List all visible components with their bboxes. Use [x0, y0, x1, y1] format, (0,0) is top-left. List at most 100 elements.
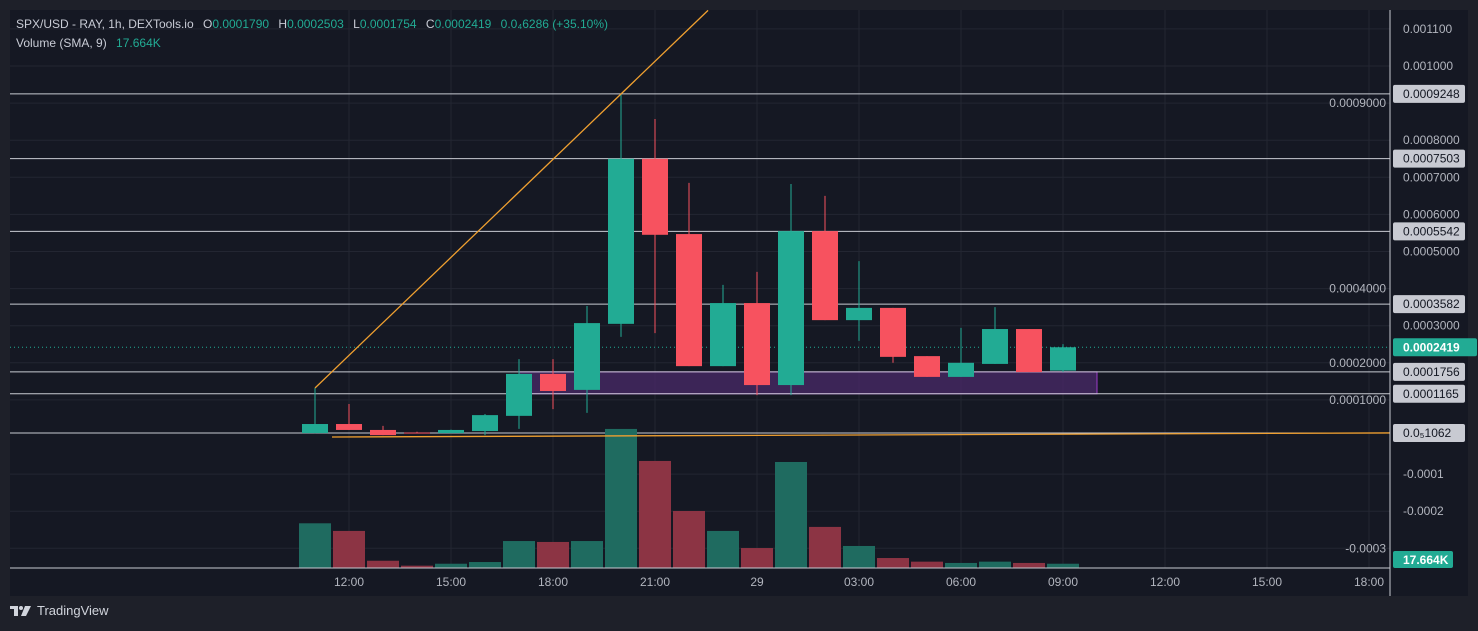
- volume-bar: [673, 510, 705, 568]
- candle-down: [880, 307, 906, 357]
- candle-down: [676, 234, 702, 367]
- price-tick-label: -0.0001: [1403, 467, 1444, 481]
- candle-up: [506, 373, 532, 416]
- price-tick-label: 0.0008000: [1403, 133, 1460, 147]
- level-price-label: 0.0005542: [1403, 224, 1460, 238]
- candle-up: [608, 158, 634, 324]
- close-value: 0.0002419: [434, 17, 492, 31]
- volume-bar: [333, 530, 365, 568]
- open-value: 0.0001790: [212, 17, 270, 31]
- time-tick-label: 09:00: [1048, 575, 1078, 589]
- volume-bar: [639, 460, 671, 568]
- level-price-tag: [1393, 295, 1465, 314]
- candle-up: [1050, 347, 1076, 371]
- time-tick-label: 18:00: [1354, 575, 1384, 589]
- level-price-tag: [1393, 84, 1465, 103]
- volume-bar: [435, 563, 467, 568]
- candle-down: [642, 158, 668, 235]
- candle-down: [914, 356, 940, 377]
- candle-down: [812, 231, 838, 321]
- volume-bar: [1013, 562, 1045, 568]
- volume-bar: [979, 561, 1011, 568]
- candle-down: [336, 424, 362, 430]
- level-price-label: 0.0₅1062: [1403, 426, 1452, 440]
- trendline: [331, 432, 1391, 438]
- time-tick-label: 12:00: [334, 575, 364, 589]
- price-tick-label: 0.0007000: [1403, 170, 1460, 184]
- chart-background: [10, 10, 1468, 596]
- candle-down: [744, 303, 770, 386]
- zone-rect: [518, 371, 1098, 395]
- price-axis[interactable]: 0.001100 0.001000 0.0009000 0.0008000 0.0007…: [1329, 22, 1477, 568]
- series-legend: SPX/USD - RAY, 1h, DEXTools.io O0.000179…: [16, 15, 608, 34]
- volume-bar: [299, 523, 331, 568]
- candle-up: [778, 231, 804, 386]
- volume-bars: [299, 428, 1079, 568]
- time-tick-label: 21:00: [640, 575, 670, 589]
- volume-bar: [707, 530, 739, 568]
- support-zone: [518, 371, 1098, 395]
- time-axis[interactable]: 12:00 15:00 18:00 21:00 29 03:00 06:00 09:00 12:…: [334, 575, 1384, 589]
- volume-bar: [877, 558, 909, 568]
- trendline: [314, 9, 709, 389]
- time-tick-label: 06:00: [946, 575, 976, 589]
- tradingview-logo-icon: [10, 605, 31, 616]
- open-label: O: [202, 17, 213, 31]
- level-price-tag: [1393, 424, 1465, 443]
- volume-sma-label: 17.664K: [1403, 553, 1449, 567]
- price-tick-label: 0.0004000: [1329, 282, 1386, 296]
- low-value: 0.0001754: [359, 17, 417, 31]
- volume-bar: [911, 561, 943, 568]
- symbol-title[interactable]: SPX/USD - RAY, 1h, DEXTools.io: [16, 17, 194, 31]
- price-tick-label: -0.0002: [1403, 504, 1444, 518]
- price-tick-label: 0.0005000: [1403, 245, 1460, 259]
- close-label: C: [425, 17, 435, 31]
- candle-up: [574, 323, 600, 390]
- candle-down: [404, 432, 430, 434]
- time-tick-label: 15:00: [436, 575, 466, 589]
- level-price-tag: [1393, 222, 1465, 241]
- level-price-label: 0.0001756: [1403, 365, 1460, 379]
- volume-bar: [843, 545, 875, 568]
- candle-up: [438, 429, 464, 434]
- price-tick-label: 0.0009000: [1329, 96, 1386, 110]
- price-tick-label: 0.0003000: [1403, 319, 1460, 333]
- level-price-label: 0.0003582: [1403, 297, 1460, 311]
- volume-bar: [571, 541, 603, 568]
- candle-up: [948, 362, 974, 377]
- time-tick-label: 12:00: [1150, 575, 1180, 589]
- volume-sma-tag: [1393, 551, 1453, 568]
- price-tick-label: 0.0001000: [1329, 393, 1386, 407]
- price-tick-label: 0.0002000: [1329, 356, 1386, 370]
- candle-up: [982, 329, 1008, 364]
- volume-bar: [503, 541, 535, 568]
- price-tick-label: 0.001100: [1403, 22, 1452, 36]
- level-price-label: 0.0001165: [1403, 387, 1459, 401]
- candle-up: [846, 307, 872, 321]
- time-tick-label: 15:00: [1252, 575, 1282, 589]
- price-tick-label: 0.001000: [1403, 59, 1453, 73]
- volume-value: 17.664K: [116, 36, 161, 50]
- tradingview-branding[interactable]: TradingView: [10, 603, 109, 618]
- volume-bar: [537, 541, 569, 568]
- trendlines: [314, 9, 1391, 438]
- last-price-label: 0.0002419: [1403, 340, 1460, 354]
- volume-bar: [367, 560, 399, 568]
- time-tick-label: 03:00: [844, 575, 874, 589]
- volume-bar: [775, 461, 807, 568]
- volume-bar: [741, 548, 773, 568]
- level-price-label: 0.0009248: [1403, 87, 1460, 101]
- candle-up: [710, 303, 736, 367]
- chart-legend: SPX/USD - RAY, 1h, DEXTools.io O0.000179…: [16, 15, 608, 53]
- volume-bar: [809, 526, 841, 568]
- high-label: H: [278, 17, 288, 31]
- volume-bar: [1047, 563, 1079, 568]
- candle-up: [472, 415, 498, 432]
- level-price-tag: [1393, 149, 1465, 168]
- level-price-label: 0.0007503: [1403, 152, 1460, 166]
- price-tick-label: 0.0006000: [1403, 207, 1460, 221]
- volume-bar: [605, 428, 637, 568]
- candle-down: [1016, 329, 1042, 373]
- volume-label[interactable]: Volume (SMA, 9): [16, 36, 107, 50]
